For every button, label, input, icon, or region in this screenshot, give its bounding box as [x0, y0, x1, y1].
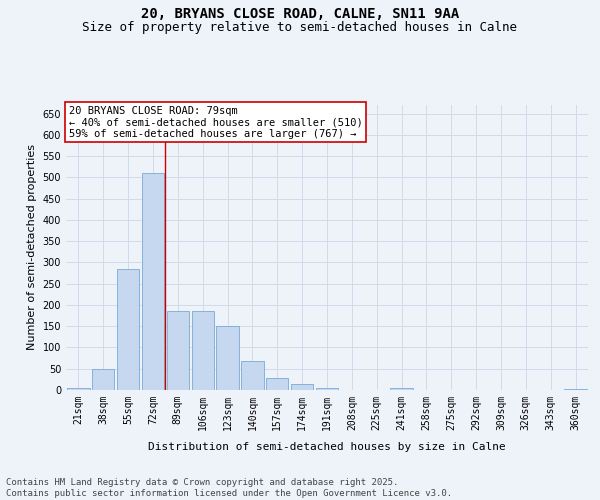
Bar [117, 269, 139, 390]
Bar [316, 388, 338, 390]
Bar [67, 388, 89, 390]
Bar [266, 378, 289, 390]
Y-axis label: Number of semi-detached properties: Number of semi-detached properties [27, 144, 37, 350]
Text: 20 BRYANS CLOSE ROAD: 79sqm
← 40% of semi-detached houses are smaller (510)
59% : 20 BRYANS CLOSE ROAD: 79sqm ← 40% of sem… [68, 106, 362, 139]
Text: Contains HM Land Registry data © Crown copyright and database right 2025.
Contai: Contains HM Land Registry data © Crown c… [6, 478, 452, 498]
Bar [565, 388, 587, 390]
Bar [92, 368, 115, 390]
Bar [291, 384, 313, 390]
Bar [391, 388, 413, 390]
Text: Size of property relative to semi-detached houses in Calne: Size of property relative to semi-detach… [83, 21, 517, 34]
Bar [167, 312, 189, 390]
Bar [191, 312, 214, 390]
Bar [217, 326, 239, 390]
Bar [241, 361, 263, 390]
Text: 20, BRYANS CLOSE ROAD, CALNE, SN11 9AA: 20, BRYANS CLOSE ROAD, CALNE, SN11 9AA [141, 8, 459, 22]
Text: Distribution of semi-detached houses by size in Calne: Distribution of semi-detached houses by … [148, 442, 506, 452]
Bar [142, 173, 164, 390]
